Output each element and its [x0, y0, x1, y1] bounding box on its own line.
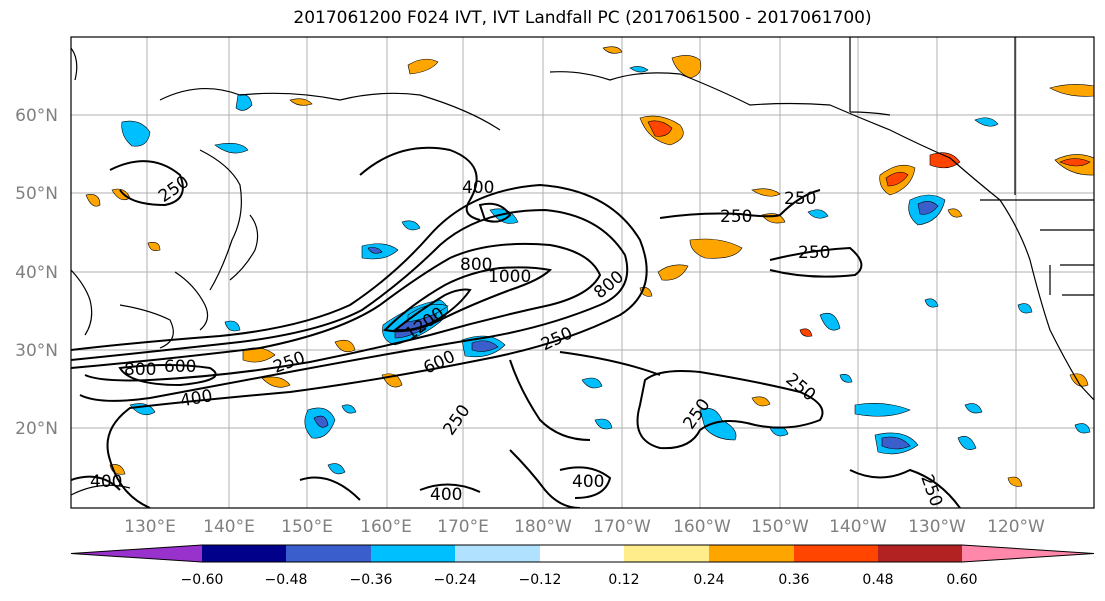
- colorbar-segment: [624, 545, 709, 562]
- latitude-labels: 60°N 50°N 40°N 30°N 20°N: [15, 106, 58, 439]
- contour-label: 400: [430, 485, 462, 505]
- contour-label: 400: [90, 472, 122, 492]
- lon-label: 170°W: [593, 517, 651, 537]
- map-frame: [70, 36, 1095, 509]
- contour-label: 800: [124, 360, 156, 380]
- colorbar-segment: [71, 545, 202, 562]
- lon-label: 180°W: [514, 517, 572, 537]
- colorbar-tick-label: 0.24: [693, 572, 724, 588]
- colorbar-segment: [794, 545, 878, 562]
- lon-label: 140°E: [203, 517, 255, 537]
- map-content: [71, 37, 1094, 508]
- coastlines: [71, 37, 1094, 496]
- colorbar-tick-label: −0.24: [434, 572, 477, 588]
- colorbar-tick-label: −0.12: [519, 572, 562, 588]
- contour-label: 250: [720, 207, 752, 227]
- contour-label: 1000: [488, 267, 531, 287]
- colorbar-segment: [878, 545, 962, 562]
- lon-label: 160°W: [673, 517, 731, 537]
- lat-label: 20°N: [15, 419, 58, 439]
- lon-label: 130°W: [908, 517, 966, 537]
- colorbar-tick-label: −0.36: [350, 572, 393, 588]
- colorbar-tick-label: 0.12: [608, 572, 639, 588]
- lat-label: 40°N: [15, 263, 58, 283]
- colorbar-tick-label: −0.48: [265, 572, 308, 588]
- contour-label: 400: [572, 472, 604, 492]
- colorbar-segment: [709, 545, 794, 562]
- colorbar: [70, 544, 1095, 563]
- lon-label: 120°W: [987, 517, 1045, 537]
- contour-label: 800: [460, 255, 492, 275]
- lon-label: 130°E: [124, 517, 176, 537]
- lat-label: 60°N: [15, 106, 58, 126]
- colorbar-tick-labels: −0.60 −0.48 −0.36 −0.24 −0.12 0.12 0.24 …: [181, 572, 978, 588]
- colorbar-segment: [202, 545, 286, 562]
- contour-label: 250: [784, 189, 816, 209]
- colorbar-tick-label: 0.60: [946, 572, 977, 588]
- colorbar-outline: [70, 544, 1095, 563]
- contour-label: 250: [798, 243, 830, 263]
- colorbar-segment: [371, 545, 455, 562]
- lat-label: 50°N: [15, 184, 58, 204]
- contour-label: 600: [164, 357, 196, 377]
- figure-title: 2017061200 F024 IVT, IVT Landfall PC (20…: [293, 8, 872, 28]
- colorbar-tick-label: 0.36: [778, 572, 809, 588]
- colorbar-segment: [455, 545, 540, 562]
- lon-label: 140°W: [829, 517, 887, 537]
- lon-label: 160°E: [360, 517, 412, 537]
- lon-label: 170°E: [437, 517, 489, 537]
- lon-label: 150°E: [281, 517, 333, 537]
- colorbar-segment: [962, 545, 1094, 562]
- colorbar-segment: [286, 545, 371, 562]
- colorbar-tick-label: 0.48: [862, 572, 893, 588]
- lon-label: 150°W: [751, 517, 809, 537]
- lat-label: 30°N: [15, 341, 58, 361]
- contour-label: 400: [462, 178, 494, 198]
- longitude-labels: 130°E 140°E 150°E 160°E 170°E 180°W 170°…: [124, 517, 1045, 537]
- colorbar-tick-label: −0.60: [181, 572, 224, 588]
- colorbar-segment: [540, 545, 624, 562]
- ivt-contours: [71, 146, 961, 508]
